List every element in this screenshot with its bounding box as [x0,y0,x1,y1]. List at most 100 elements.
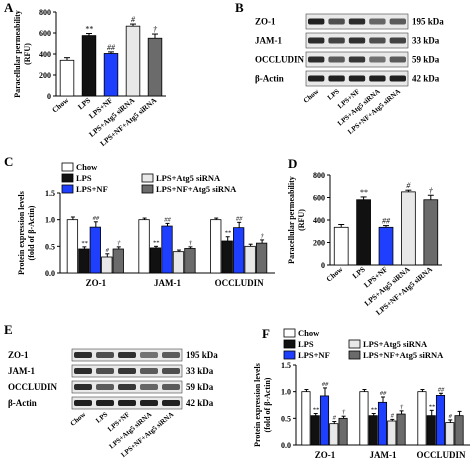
y-tick-label: 0.0 [45,269,55,278]
bar-lps-nf-atg5-sirna [423,199,439,266]
blot-kda-label: 195 kDa [186,350,218,360]
legend-label: Chow [76,162,98,172]
blot-kda-label: 33 kDa [186,366,214,376]
significance-mark: ## [93,215,100,222]
panel-letter: F [262,326,270,341]
blot-band [369,75,386,82]
significance-mark: † [260,233,264,240]
significance-mark: ** [428,403,435,410]
blot-band [118,384,136,390]
significance-mark: # [449,413,453,420]
legend-swatch [141,173,154,183]
legend-swatch [61,162,74,172]
significance-mark: ## [236,215,243,222]
significance-mark: † [342,409,346,416]
blot-row-label: ZO-1 [8,350,29,360]
bar-chow [333,226,349,266]
bar-zo-1-lps-nf [89,226,101,274]
blot-band [389,56,406,63]
bar-occludin-lps-atg5-sirna [445,422,455,446]
panel-b: B ZO-1 195 kDa JAM-1 33 kDa OCCLUDIN 59 kDa β-A… [235,0,444,136]
legend-label: LPS+Atg5 siRNA [363,339,428,349]
significance-mark: # [333,415,337,422]
blot-kda-label: 59 kDa [186,382,214,392]
legend-label: LPS+NF+Atg5 siRNA [156,184,237,194]
blot-band [118,368,136,374]
y-tick-label: 0.0 [281,441,291,450]
legend-swatch [61,184,74,194]
panel-letter: B [235,0,244,15]
blot-band [328,37,345,44]
blot-row-label: OCCLUDIN [8,382,58,392]
legend-swatch [283,328,296,338]
y-tick-label: 1.0 [281,388,291,397]
significance-mark: ## [380,390,387,397]
bar-zo-1-lps-nf-atg5-sirna [112,248,124,274]
blot-band [328,75,345,82]
bar-occludin-lps-nf [233,227,245,274]
bar-lps [356,199,371,266]
legend-swatch [141,184,154,194]
significance-mark: † [400,404,404,411]
panel-letter: E [4,322,13,337]
bar-lps-atg5-sirna [401,191,416,266]
blot-band [369,56,386,63]
blot-band [140,352,158,358]
blot-row-label: β-Actin [255,74,284,84]
blot-kda-label: 59 kDa [412,55,440,65]
bar-jam-1-lps-nf [161,225,173,274]
significance-mark: ## [107,43,116,52]
blot-band [308,56,325,63]
bar-lps-nf-atg5-sirna [147,37,163,97]
significance-mark: ** [370,407,377,414]
legend-swatch [348,350,361,360]
significance-mark: ** [153,239,160,246]
bar-zo-1-lps-atg5-sirna [329,423,339,446]
blot-band [308,37,325,44]
significance-mark: # [106,247,110,254]
y-tick-label: 200 [313,239,325,248]
y-tick-label: 800 [313,171,325,180]
significance-mark: ## [382,217,391,226]
blot-band [369,18,386,25]
y-tick-label: 1.0 [45,216,55,225]
x-tick-label: Chow [50,95,71,114]
blot-band [74,352,92,358]
x-tick-label: ZO-1 [86,278,107,288]
blot-band [348,37,366,44]
significance-mark: # [391,412,395,419]
blot-kda-label: 42 kDa [412,74,440,84]
y-tick-label: 200 [39,71,51,80]
panel-letter: A [4,0,14,15]
y-axis-label: (RFU) [23,43,32,65]
blot-row-label: β-Actin [8,398,37,408]
blot-band [118,400,136,406]
significance-mark: † [429,186,434,195]
bar-zo-1-lps-nf [319,395,330,446]
legend-swatch [283,339,296,349]
significance-mark: † [117,240,121,247]
blot-band [74,368,92,374]
y-axis-label: (fold of β-Actin) [263,377,272,432]
y-tick-label: 1.5 [281,361,291,370]
x-tick-label: Chow [324,264,345,283]
blot-lane-label: LPS [326,87,341,101]
bar-occludin-lps-nf-atg5-sirna [255,242,268,274]
x-tick-label: LPS [76,96,92,112]
blot-band [162,384,180,390]
significance-mark: † [189,240,193,247]
blot-band [348,56,366,63]
blot-band [348,18,366,25]
blot-band [162,368,180,374]
y-tick-label: 400 [313,216,325,225]
significance-mark: ** [81,240,88,247]
panel-letter: D [288,156,297,171]
bar-occludin-lps-nf [435,394,446,446]
blot-kda-label: 195 kDa [412,17,444,27]
bar-zo-1-lps [310,415,320,446]
blot-row-label: OCCLUDIN [255,55,305,65]
significance-mark: ** [360,188,368,197]
panel-letter: C [4,154,13,169]
legend-label: LPS+Atg5 siRNA [156,173,221,183]
y-tick-label: 600 [313,194,325,203]
